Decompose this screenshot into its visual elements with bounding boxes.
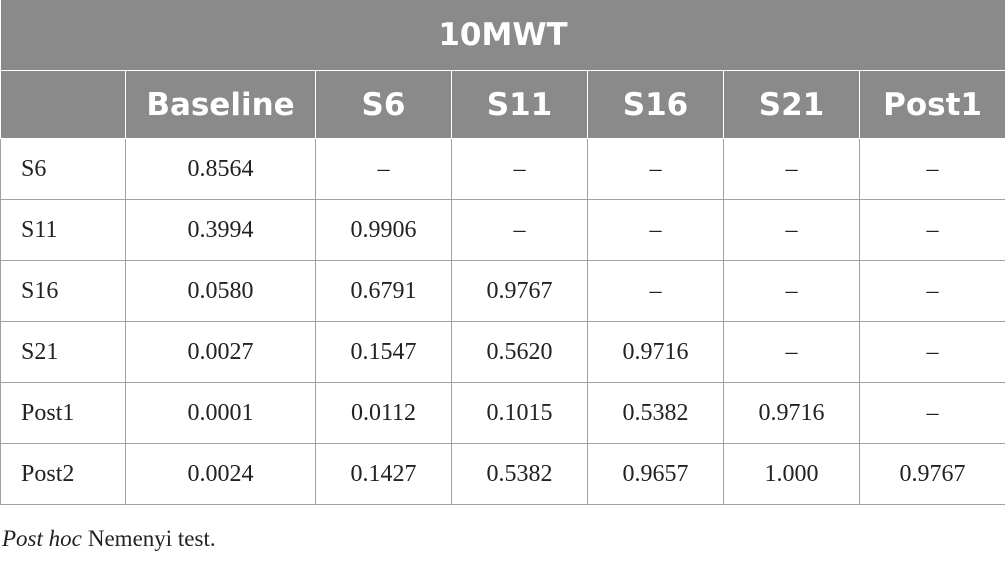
cell: 0.9906 <box>315 199 452 261</box>
cell: 0.5382 <box>587 382 724 444</box>
cell: – <box>858 260 1005 322</box>
cell: 0.1547 <box>315 321 452 383</box>
table-row: Post1 0.0001 0.0112 0.1015 0.5382 0.9716– <box>0 382 1005 444</box>
column-header: S16 <box>587 70 724 139</box>
cell: 0.8564 <box>125 138 316 200</box>
cell: – <box>587 138 724 200</box>
table-row: S16 0.0580 0.6791 0.9767– – – <box>0 260 1005 322</box>
row-label: Post2 <box>0 443 126 505</box>
corner-cell <box>0 70 126 139</box>
column-header: Baseline <box>125 70 316 139</box>
column-header: S21 <box>723 70 860 139</box>
cell: 0.9767 <box>451 260 588 322</box>
cell: – <box>723 138 860 200</box>
row-label: S21 <box>0 321 126 383</box>
cell: 0.0580 <box>125 260 316 322</box>
footnote: Post hoc Nemenyi test. <box>2 526 216 552</box>
cell: 0.3994 <box>125 199 316 261</box>
cell: – <box>723 321 860 383</box>
results-table: 10MWT Baseline S6 S11 S16 S21 Post1 S6 0.8564–… <box>0 0 1005 505</box>
cell: 0.0024 <box>125 443 316 505</box>
cell: 0.0027 <box>125 321 316 383</box>
cell: – <box>587 260 724 322</box>
cell: 0.5382 <box>451 443 588 505</box>
column-header: S6 <box>315 70 452 139</box>
table-row: S21 0.0027 0.1547 0.5620 0.9716– – <box>0 321 1005 383</box>
cell: – <box>858 321 1005 383</box>
table-title: 10MWT <box>0 0 1005 71</box>
cell: 0.6791 <box>315 260 452 322</box>
cell: 0.9716 <box>587 321 724 383</box>
cell: – <box>451 138 588 200</box>
column-header: S11 <box>451 70 588 139</box>
cell: 0.1427 <box>315 443 452 505</box>
column-header: Post1 <box>858 70 1005 139</box>
row-label: S11 <box>0 199 126 261</box>
cell: – <box>723 199 860 261</box>
cell: 0.9657 <box>587 443 724 505</box>
cell: 0.9767 <box>858 443 1005 505</box>
footnote-italic: Post hoc <box>2 526 82 551</box>
row-label: Post1 <box>0 382 126 444</box>
cell: – <box>723 260 860 322</box>
table-row: S11 0.3994 0.9906– – – – <box>0 199 1005 261</box>
cell: – <box>315 138 452 200</box>
cell: 0.0001 <box>125 382 316 444</box>
cell: – <box>587 199 724 261</box>
table-row: Post2 0.0024 0.1427 0.5382 0.9657 1.000 0.9767 <box>0 443 1005 505</box>
table-row: S6 0.8564– – – – – <box>0 138 1005 200</box>
cell: – <box>858 138 1005 200</box>
row-label: S16 <box>0 260 126 322</box>
cell: – <box>858 382 1005 444</box>
cell: 0.5620 <box>451 321 588 383</box>
cell: 0.0112 <box>315 382 452 444</box>
cell: 0.1015 <box>451 382 588 444</box>
cell: – <box>451 199 588 261</box>
footnote-text: Nemenyi test. <box>87 526 216 551</box>
cell: 1.000 <box>723 443 860 505</box>
row-label: S6 <box>0 138 126 200</box>
cell: – <box>858 199 1005 261</box>
cell: 0.9716 <box>723 382 860 444</box>
